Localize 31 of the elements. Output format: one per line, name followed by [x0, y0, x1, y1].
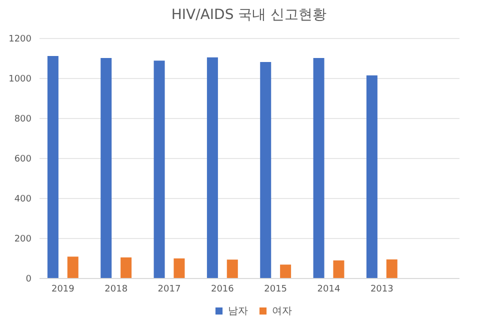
chart-title: HIV/AIDS 국내 신고현황	[171, 7, 327, 23]
bar	[386, 259, 398, 278]
bar	[333, 260, 344, 278]
bar	[226, 260, 238, 278]
y-tick-label: 0	[26, 274, 32, 284]
y-tick-label: 400	[14, 194, 32, 204]
x-tick-label: 2014	[317, 284, 340, 294]
bar	[154, 60, 165, 278]
bar	[67, 256, 78, 278]
x-tick-label: 2016	[210, 284, 234, 294]
bar	[313, 58, 324, 278]
bar	[174, 258, 185, 278]
x-tick-label: 2019	[51, 284, 75, 294]
y-tick-label: 1200	[8, 34, 32, 44]
x-tick-label: 2018	[104, 284, 128, 294]
legend-label: 남자	[228, 306, 248, 317]
bar	[366, 75, 378, 278]
legend-label: 여자	[272, 306, 292, 317]
y-tick-label: 600	[14, 154, 32, 164]
x-tick-label: 2013	[370, 284, 394, 294]
y-tick-label: 1000	[8, 74, 32, 84]
x-tick-label: 2015	[264, 284, 288, 294]
y-tick-label: 200	[14, 234, 32, 244]
bar	[47, 56, 58, 278]
bar	[100, 58, 112, 278]
bar	[120, 257, 132, 278]
bar	[260, 62, 272, 278]
x-tick-label: 2017	[158, 284, 181, 294]
bar	[206, 57, 218, 278]
bar	[280, 264, 292, 278]
y-tick-label: 800	[14, 114, 32, 124]
